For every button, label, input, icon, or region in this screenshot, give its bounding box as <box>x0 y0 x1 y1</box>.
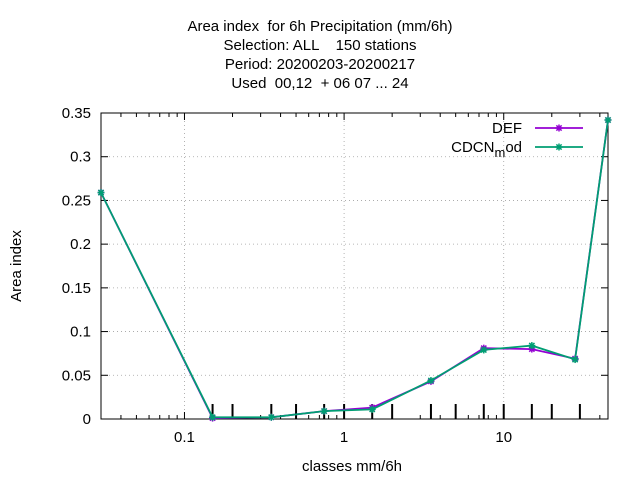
legend: DEF CDCNmod <box>451 120 583 160</box>
series-line-def <box>100 119 609 420</box>
point-marker-stroke <box>480 346 487 354</box>
point-marker-stroke <box>268 414 275 421</box>
y-tick-label: 0 <box>83 411 91 428</box>
data-point <box>97 189 105 197</box>
series <box>97 116 612 422</box>
y-axis-label: Area index <box>8 230 25 302</box>
point-marker-stroke <box>320 407 328 415</box>
data-point <box>571 356 579 364</box>
y-tick-label: 0.35 <box>62 105 91 122</box>
y-tick-label: 0.3 <box>70 149 91 166</box>
point-marker-stroke <box>209 414 216 421</box>
x-axis-label: classes mm/6h <box>302 458 402 475</box>
data-point <box>480 346 488 354</box>
chart-title-line-1: Area index for 6h Precipitation (mm/6h) <box>187 18 453 35</box>
x-tick-label: 10 <box>495 429 512 446</box>
y-tick-label: 0.15 <box>62 280 91 297</box>
point-marker-stroke <box>604 116 612 124</box>
data-point <box>528 342 536 350</box>
y-tick-label: 0.05 <box>62 367 91 384</box>
point-marker-stroke <box>427 377 435 384</box>
data-point <box>209 413 217 421</box>
y-tick-label: 0.25 <box>62 192 91 209</box>
point-marker-stroke <box>555 143 563 151</box>
legend-swatch-marker <box>555 124 563 132</box>
data-point <box>267 413 275 421</box>
grid <box>101 113 608 419</box>
chart-title-line-2: Selection: ALL 150 stations <box>223 37 417 54</box>
data-point <box>368 405 376 413</box>
x-tick-label: 0.1 <box>174 429 195 446</box>
x-tick-label: 1 <box>340 429 348 446</box>
legend-label-cdcn-sub: m <box>494 145 505 160</box>
legend-label-cdcn-mod: CDCNmod <box>451 139 522 160</box>
chart-title-line-4: Used 00,12 + 06 07 ... 24 <box>231 75 409 92</box>
data-point <box>320 407 328 415</box>
point-marker-stroke <box>97 189 105 196</box>
legend-swatch-marker <box>555 143 563 151</box>
data-point <box>427 377 435 385</box>
point-marker-stroke <box>555 124 563 132</box>
point-marker-stroke <box>369 406 376 413</box>
y-tick-label: 0.2 <box>70 236 91 253</box>
x-axis-ticks: 0.1 1 10 <box>120 113 601 446</box>
legend-label-def: DEF <box>492 120 522 137</box>
y-axis-ticks: 0 0.05 0.1 0.15 0.2 0.25 0.3 0.35 <box>62 105 608 428</box>
plot-frame <box>100 112 609 420</box>
legend-label-cdcn-tail: od <box>505 139 522 156</box>
point-marker-stroke <box>528 342 535 349</box>
chart-title-line-3: Period: 20200203-20200217 <box>224 56 416 73</box>
legend-label-cdcn-main: CDCN <box>451 139 494 156</box>
series-line-cdcn-mod <box>100 119 609 419</box>
y-tick-label: 0.1 <box>70 324 91 341</box>
data-point <box>604 116 612 124</box>
point-marker-stroke <box>571 356 579 363</box>
